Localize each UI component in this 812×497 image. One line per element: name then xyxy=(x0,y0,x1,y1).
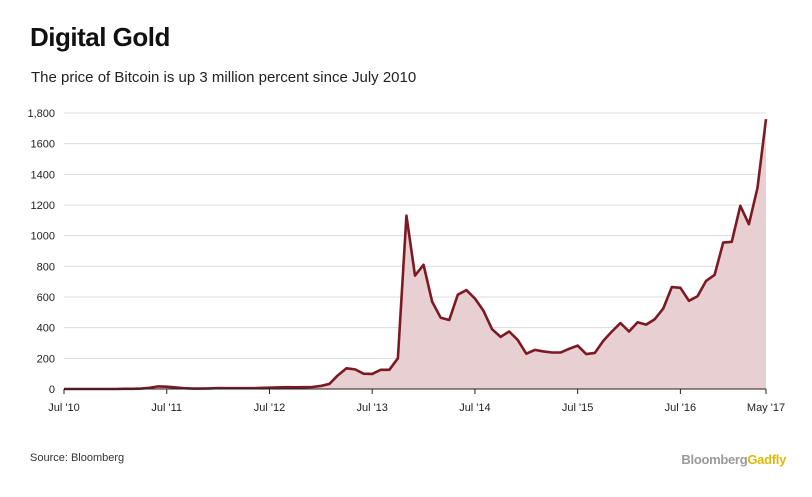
brand-logo-part1: Bloomberg xyxy=(681,452,748,467)
y-tick-label: 200 xyxy=(37,353,55,365)
y-tick-label: 800 xyxy=(37,261,55,273)
x-tick-label: May '17 xyxy=(747,402,785,414)
y-tick-label: 1400 xyxy=(31,169,55,181)
x-tick-label: Jul '13 xyxy=(356,402,387,414)
y-tick-label: 400 xyxy=(37,323,55,335)
x-tick-label: Jul '10 xyxy=(48,402,79,414)
y-tick-label: 1200 xyxy=(31,200,55,212)
y-tick-label: 0 xyxy=(49,384,55,396)
x-tick-label: Jul '14 xyxy=(459,402,490,414)
y-tick-label: 1,800 xyxy=(27,108,55,120)
y-tick-label: 1600 xyxy=(31,139,55,151)
brand-logo-part2: Gadfly xyxy=(747,452,786,467)
chart-subtitle: The price of Bitcoin is up 3 million per… xyxy=(31,69,417,86)
price-area-fill xyxy=(64,119,766,389)
x-tick-label: Jul '11 xyxy=(151,402,182,414)
brand-logo: BloombergGadfly xyxy=(681,452,786,467)
price-line xyxy=(64,118,768,391)
x-tick-label: Jul '15 xyxy=(562,402,593,414)
chart-title: Digital Gold xyxy=(30,22,170,52)
y-tick-label: 600 xyxy=(37,292,55,304)
x-tick-label: Jul '16 xyxy=(665,402,696,414)
y-tick-label: 1000 xyxy=(31,231,55,243)
source-note: Source: Bloomberg xyxy=(30,452,125,464)
x-tick-label: Jul '12 xyxy=(254,402,285,414)
